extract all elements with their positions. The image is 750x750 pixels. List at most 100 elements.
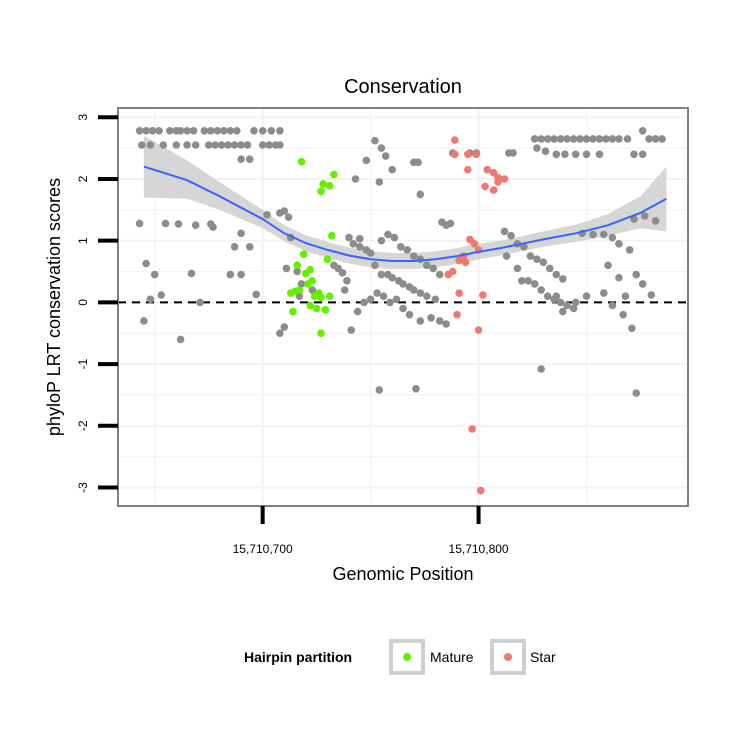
other-point xyxy=(388,273,397,282)
other-point xyxy=(546,264,554,273)
other-point xyxy=(632,270,640,279)
other-point xyxy=(183,141,191,149)
star-point xyxy=(444,270,453,279)
other-point xyxy=(250,127,258,135)
other-point xyxy=(377,236,386,245)
other-point xyxy=(191,221,200,229)
other-point xyxy=(533,144,541,152)
other-point xyxy=(651,217,660,225)
other-point xyxy=(429,264,438,273)
other-point xyxy=(176,127,185,135)
star-point xyxy=(453,310,461,319)
other-point xyxy=(397,243,405,251)
other-point xyxy=(284,213,293,221)
star-point xyxy=(494,178,502,186)
other-point xyxy=(608,301,617,310)
data-points xyxy=(135,127,666,495)
mature-point xyxy=(293,261,302,270)
other-point xyxy=(559,307,567,316)
other-point xyxy=(295,292,304,301)
other-point xyxy=(146,141,155,149)
other-point xyxy=(386,298,394,307)
other-point xyxy=(373,289,381,297)
other-point xyxy=(539,258,548,267)
other-point xyxy=(237,155,245,163)
other-point xyxy=(252,290,260,299)
mature-point xyxy=(312,304,321,313)
other-point xyxy=(196,298,204,307)
chart-title: Conservation xyxy=(344,76,462,98)
mature-point xyxy=(317,329,325,338)
other-point xyxy=(647,291,656,299)
mature-point xyxy=(319,180,327,188)
other-point xyxy=(589,230,597,239)
star-point xyxy=(489,169,498,177)
other-point xyxy=(399,304,407,313)
other-point xyxy=(507,231,515,240)
other-point xyxy=(530,280,539,288)
other-point xyxy=(403,246,412,254)
star-point xyxy=(481,182,489,191)
x-tick-label: 15,710,800 xyxy=(449,542,509,556)
other-point xyxy=(543,135,552,143)
other-point xyxy=(582,292,591,301)
other-point xyxy=(209,223,217,231)
star-point xyxy=(489,186,498,194)
other-point xyxy=(308,286,317,294)
other-point xyxy=(513,264,522,273)
other-point xyxy=(524,277,532,285)
other-point xyxy=(502,252,511,260)
other-point xyxy=(600,230,608,239)
other-point xyxy=(148,127,157,135)
other-point xyxy=(537,135,545,143)
other-point xyxy=(276,127,284,135)
other-point xyxy=(204,141,213,149)
other-point xyxy=(224,141,232,149)
star-point xyxy=(455,289,463,297)
other-point xyxy=(267,127,276,135)
other-point xyxy=(135,127,144,135)
other-point xyxy=(265,141,273,149)
other-point xyxy=(621,292,630,301)
other-point xyxy=(280,323,289,331)
other-point xyxy=(366,249,375,257)
legend-title: Hairpin partition xyxy=(244,649,352,665)
legend-point-star xyxy=(504,653,512,661)
mature-point xyxy=(299,250,308,258)
other-point xyxy=(371,136,379,145)
plot-panel-border xyxy=(117,107,689,507)
y-tick-label: -2 xyxy=(76,420,90,431)
other-point xyxy=(172,141,181,149)
star-point xyxy=(470,240,479,248)
star-point xyxy=(451,150,459,159)
other-point xyxy=(142,259,150,268)
other-point xyxy=(340,286,349,294)
other-point xyxy=(500,227,509,236)
other-point xyxy=(608,233,617,242)
y-tick-label: 1 xyxy=(76,237,90,244)
other-point xyxy=(226,127,235,135)
other-point xyxy=(157,291,165,299)
mature-point xyxy=(308,277,317,285)
other-point xyxy=(217,141,226,149)
other-point xyxy=(405,310,414,319)
other-point xyxy=(343,277,351,285)
star-point xyxy=(464,150,472,159)
other-point xyxy=(381,152,390,160)
y-axis: 3 2 1 0 -1 -2 -3 xyxy=(76,114,118,493)
star-point xyxy=(476,486,485,495)
star-point xyxy=(468,425,476,433)
other-point xyxy=(589,135,597,143)
other-point xyxy=(552,150,561,159)
other-point xyxy=(187,269,196,278)
other-point xyxy=(518,277,526,285)
other-point xyxy=(258,141,267,149)
star-point xyxy=(464,165,472,174)
x-tick-label: 15,710,700 xyxy=(233,542,293,556)
other-point xyxy=(379,292,388,301)
other-point xyxy=(226,270,235,279)
other-point xyxy=(211,141,219,149)
other-point xyxy=(435,317,444,325)
other-point xyxy=(509,149,517,157)
